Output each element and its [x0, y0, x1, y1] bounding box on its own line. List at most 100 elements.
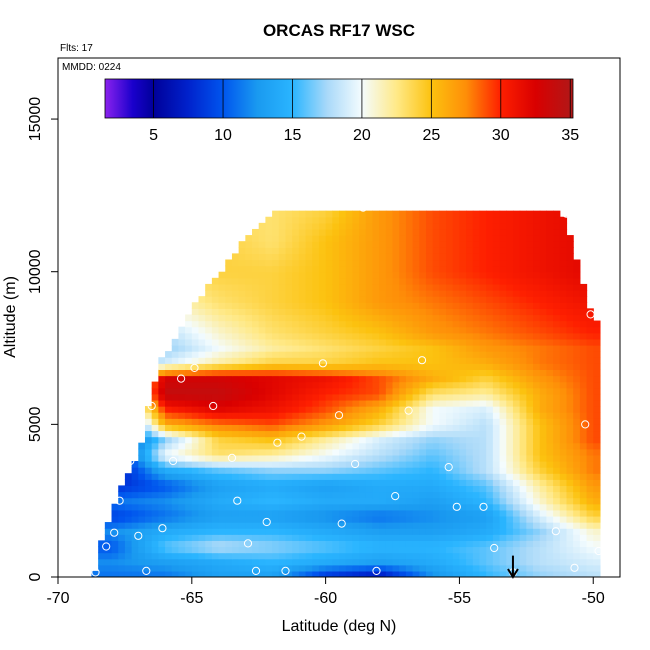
heatmap-cell	[446, 406, 454, 413]
heatmap-cell	[499, 320, 507, 328]
heatmap-cell	[579, 515, 588, 523]
heatmap-cell	[526, 253, 534, 261]
heatmap-cell	[258, 418, 266, 425]
heatmap-cell	[352, 436, 360, 444]
heatmap-cell	[151, 393, 159, 401]
heatmap-cell	[573, 290, 581, 297]
heatmap-cell	[385, 351, 394, 358]
heatmap-cell	[472, 564, 481, 572]
heatmap-cell	[399, 296, 407, 303]
heatmap-cell	[392, 290, 400, 297]
heatmap-cell	[419, 210, 427, 218]
heatmap-cell	[265, 381, 273, 389]
heatmap-cell	[258, 436, 266, 444]
heatmap-cell	[272, 448, 280, 456]
heatmap-cell	[339, 277, 347, 285]
heatmap-cell	[339, 338, 347, 346]
heatmap-cell	[486, 283, 494, 291]
heatmap-cell	[218, 308, 226, 316]
heatmap-cell	[144, 497, 153, 505]
heatmap-cell	[318, 326, 327, 334]
heatmap-cell	[365, 552, 374, 560]
heatmap-cell	[298, 467, 307, 474]
heatmap-cell	[352, 344, 360, 352]
heatmap-cell	[439, 332, 447, 340]
heatmap-cell	[392, 473, 400, 480]
heatmap-cell	[499, 314, 507, 322]
heatmap-cell	[573, 296, 581, 303]
heatmap-cell	[546, 528, 554, 535]
heatmap-cell	[566, 570, 574, 577]
heatmap-cell	[446, 509, 454, 517]
sample-points	[91, 200, 603, 577]
heatmap-cell	[238, 528, 246, 535]
heatmap-cell	[499, 546, 507, 554]
heatmap-cell	[278, 528, 287, 535]
heatmap-cell	[553, 210, 561, 218]
heatmap-cell	[205, 485, 213, 493]
heatmap-cell	[499, 283, 507, 291]
heatmap-cell	[472, 454, 481, 462]
heatmap-cell	[566, 290, 574, 297]
heatmap-cell	[218, 381, 226, 389]
heatmap-cell	[339, 552, 347, 560]
heatmap-cell	[506, 344, 514, 352]
heatmap-cell	[332, 546, 340, 554]
heatmap-cell	[506, 497, 514, 505]
heatmap-cell	[452, 210, 461, 218]
heatmap-cell	[225, 479, 233, 487]
heatmap-cell	[459, 357, 467, 364]
heatmap-cell	[231, 332, 240, 340]
heatmap-cell	[211, 558, 220, 566]
heatmap-cell	[365, 283, 374, 291]
heatmap-cell	[278, 375, 287, 383]
heatmap-cell	[278, 412, 287, 419]
heatmap-cell	[285, 222, 293, 230]
heatmap-cell	[151, 491, 159, 499]
heatmap-cell	[298, 222, 307, 230]
heatmap-cell	[492, 412, 501, 419]
heatmap-cell	[405, 228, 414, 236]
heatmap-cell	[472, 570, 481, 577]
heatmap-cell	[559, 320, 568, 328]
heatmap-cell	[345, 357, 353, 364]
heatmap-cell	[392, 418, 400, 425]
heatmap-cell	[258, 479, 266, 487]
heatmap-cell	[546, 259, 554, 267]
heatmap-cell	[165, 503, 173, 511]
heatmap-cell	[512, 381, 521, 389]
heatmap-cell	[472, 424, 481, 432]
heatmap-cell	[352, 296, 360, 303]
heatmap-cell	[573, 326, 581, 334]
heatmap-cell	[412, 552, 420, 560]
heatmap-cell	[198, 558, 206, 566]
heatmap-cell	[258, 247, 266, 254]
heatmap-cell	[178, 564, 186, 572]
heatmap-cell	[492, 228, 501, 236]
heatmap-cell	[439, 540, 447, 548]
heatmap-cell	[372, 357, 380, 364]
heatmap-cell	[238, 369, 246, 377]
heatmap-cell	[539, 546, 547, 554]
heatmap-cell	[546, 442, 554, 450]
heatmap-cell	[405, 473, 414, 480]
heatmap-cell	[272, 363, 280, 370]
heatmap-cell	[332, 290, 340, 297]
heatmap-cell	[492, 534, 501, 541]
heatmap-cell	[533, 503, 541, 511]
heatmap-cell	[285, 503, 293, 511]
heatmap-cell	[218, 552, 226, 560]
heatmap-cell	[446, 308, 454, 316]
heatmap-cell	[519, 485, 527, 493]
heatmap-cell	[118, 509, 126, 517]
heatmap-cell	[559, 552, 568, 560]
heatmap-cell	[305, 564, 313, 572]
heatmap-cell	[439, 412, 447, 419]
heatmap-cell	[405, 247, 414, 254]
heatmap-cell	[345, 491, 353, 499]
heatmap-cell	[439, 344, 447, 352]
heatmap-cell	[265, 375, 273, 383]
heatmap-cell	[292, 283, 300, 291]
heatmap-cell	[211, 308, 220, 316]
heatmap-cell	[446, 283, 454, 291]
